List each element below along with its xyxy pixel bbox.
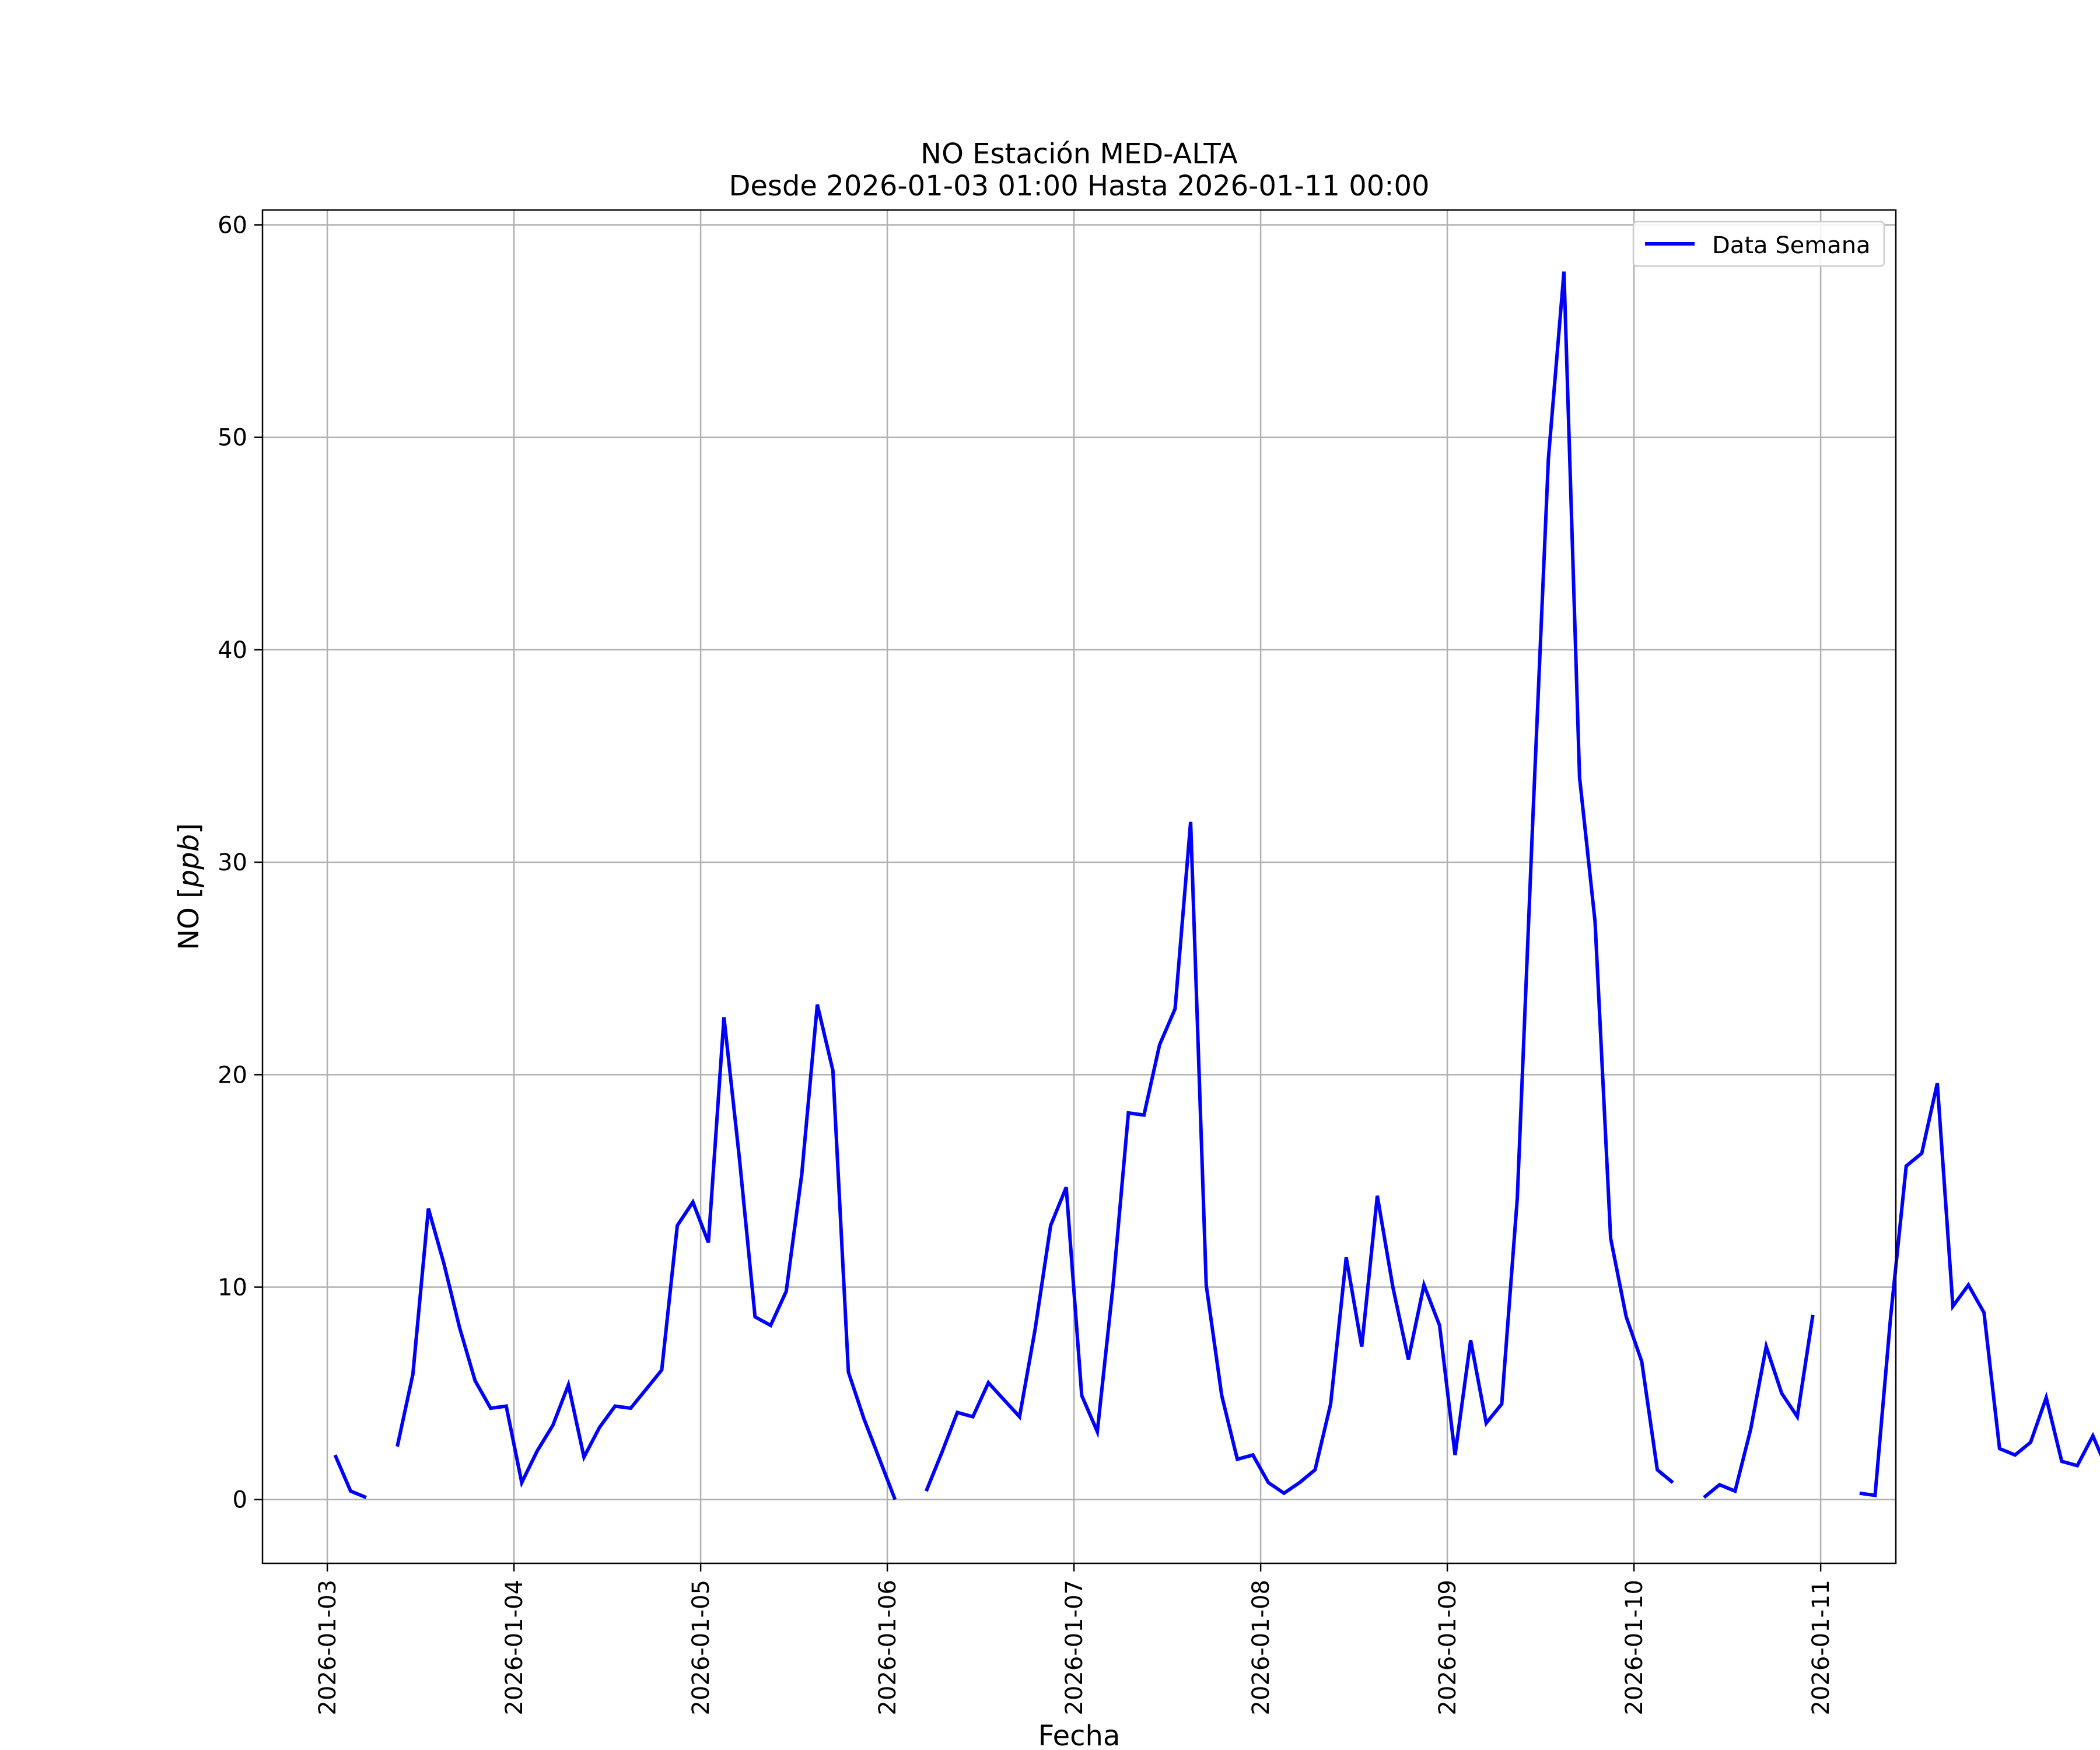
series-layer (333, 271, 2100, 1500)
legend-label: Data Semana (1712, 232, 1871, 259)
x-tick-label: 2026-01-07 (1061, 1580, 1088, 1715)
y-tick-label: 20 (218, 1062, 247, 1088)
x-tick-label: 2026-01-03 (314, 1580, 341, 1715)
chart-title-line2: Desde 2026-01-03 01:00 Hasta 2026-01-11 … (729, 170, 1429, 202)
legend-box (1632, 220, 1885, 267)
y-tick-label: 40 (218, 637, 247, 664)
plot-frame (261, 209, 1897, 1564)
x-tick-label: 2026-01-11 (1808, 1580, 1835, 1715)
x-tick-label: 2026-01-04 (501, 1580, 528, 1715)
x-tick-label: 2026-01-08 (1248, 1580, 1275, 1715)
x-axis-label: Fecha (1038, 1720, 1121, 1750)
y-tick-label: 30 (218, 849, 247, 876)
grid-lines (262, 210, 1896, 1563)
x-tick-label: 2026-01-10 (1621, 1580, 1648, 1715)
series-line (333, 271, 2100, 1500)
y-tick-label: 10 (218, 1275, 247, 1301)
y-axis-label: NO [ppb] (173, 823, 205, 950)
x-tick-label: 2026-01-05 (688, 1580, 715, 1715)
x-tick-label: 2026-01-09 (1434, 1580, 1461, 1715)
y-tick-label: 60 (218, 212, 247, 239)
y-axis-label-unit: ppb (173, 834, 205, 888)
legend: Data Semana (1632, 220, 1885, 267)
y-tick-label: 0 (233, 1487, 247, 1514)
axis-ticks: 0 10 20 30 40 50 60 2026-01-03 2026-01-04 2026-01… (218, 212, 1835, 1715)
y-axis-label-prefix: NO [ (173, 887, 205, 950)
x-tick-label: 2026-01-06 (874, 1580, 901, 1715)
y-tick-label: 50 (218, 425, 247, 452)
y-axis-label-suffix: ] (173, 823, 205, 834)
chart-title-line1: NO Estación MED-ALTA (921, 138, 1238, 170)
